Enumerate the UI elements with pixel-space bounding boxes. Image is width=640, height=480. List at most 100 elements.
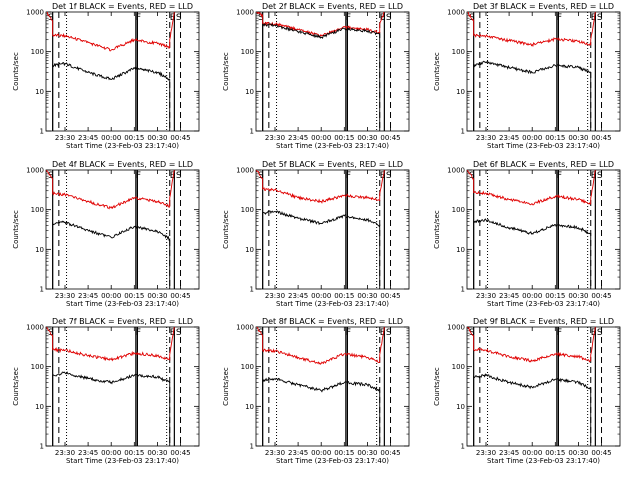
x-axis-label: Start Time (23-Feb-03 23:17:40) — [276, 457, 389, 465]
series-line-events — [262, 377, 381, 446]
x-tick-label: 00:15 — [545, 292, 565, 300]
event-marker-label: E — [170, 171, 176, 181]
x-axis-label: Start Time (23-Feb-03 23:17:40) — [487, 457, 600, 465]
x-tick-label: 00:45 — [591, 449, 611, 457]
x-tick-label: 00:00 — [311, 134, 331, 142]
event-marker-label: F — [346, 13, 351, 23]
event-marker-label: F — [557, 328, 562, 338]
y-tick-label: 1000 — [447, 167, 465, 175]
x-tick-label: 23:45 — [499, 292, 519, 300]
x-tick-label: 23:45 — [499, 449, 519, 457]
event-marker-label: S — [48, 171, 54, 181]
x-tick-label: 23:30 — [265, 449, 285, 457]
series-line-events — [473, 60, 592, 131]
y-tick-label: 1 — [461, 286, 465, 294]
y-tick-label: 100 — [452, 48, 465, 56]
event-marker-label: F — [557, 13, 562, 23]
y-axis-label: Counts/sec — [222, 52, 230, 91]
x-tick-label: 23:45 — [78, 134, 98, 142]
y-tick-label: 10 — [245, 403, 254, 411]
y-tick-label: 100 — [241, 363, 254, 371]
plot-frame — [45, 169, 200, 290]
x-tick-label: 00:45 — [591, 292, 611, 300]
chart-title: Det 1f BLACK = Events, RED = LLD — [52, 2, 193, 11]
event-marker-label: F — [136, 328, 141, 338]
y-tick-label: 1000 — [236, 167, 254, 175]
x-tick-label: 00:45 — [170, 134, 190, 142]
x-tick-label: 00:45 — [591, 134, 611, 142]
x-tick-label: 00:00 — [522, 292, 542, 300]
x-tick-label: 00:45 — [380, 134, 400, 142]
x-tick-label: 00:30 — [357, 134, 377, 142]
y-tick-label: 1000 — [447, 324, 465, 332]
x-tick-label: 00:30 — [147, 292, 167, 300]
y-tick-label: 100 — [31, 48, 44, 56]
x-tick-label: 23:30 — [265, 292, 285, 300]
plot-frame — [466, 11, 621, 132]
y-tick-label: 10 — [245, 88, 254, 96]
event-marker-label: S — [469, 328, 475, 338]
y-tick-label: 1 — [461, 128, 465, 136]
x-tick-label: 00:00 — [311, 292, 331, 300]
series-line-events — [52, 62, 171, 131]
x-tick-label: 00:00 — [522, 134, 542, 142]
chart-panel-5: Det 5f BLACK = Events, RED = LLD 1 10 100 10… — [222, 160, 410, 308]
event-marker-label: F — [346, 328, 351, 338]
series-line-lld — [256, 12, 385, 38]
y-tick-label: 100 — [31, 206, 44, 214]
x-tick-label: 00:15 — [124, 449, 144, 457]
x-tick-label: 23:30 — [55, 449, 75, 457]
y-tick-label: 1 — [250, 443, 254, 451]
event-marker-label: S — [386, 328, 392, 338]
plot-frame — [466, 169, 621, 290]
y-tick-label: 1 — [40, 128, 44, 136]
y-tick-label: 1000 — [26, 9, 44, 17]
event-marker-label: F — [346, 171, 351, 181]
x-tick-label: 00:15 — [334, 292, 354, 300]
y-tick-label: 100 — [241, 48, 254, 56]
chart-title: Det 7f BLACK = Events, RED = LLD — [52, 317, 193, 326]
y-tick-label: 1 — [461, 443, 465, 451]
y-tick-label: 10 — [456, 246, 465, 254]
event-marker-label: S — [386, 171, 392, 181]
x-tick-label: 00:00 — [522, 449, 542, 457]
x-axis-label: Start Time (23-Feb-03 23:17:40) — [276, 142, 389, 150]
y-tick-label: 10 — [456, 403, 465, 411]
x-tick-label: 00:30 — [147, 134, 167, 142]
chart-title: Det 4f BLACK = Events, RED = LLD — [52, 160, 193, 169]
x-tick-label: 00:30 — [147, 449, 167, 457]
plot-frame — [255, 11, 410, 132]
x-axis-label: Start Time (23-Feb-03 23:17:40) — [66, 300, 179, 308]
series-line-events — [52, 220, 171, 289]
x-tick-label: 23:45 — [288, 292, 308, 300]
y-tick-label: 100 — [31, 363, 44, 371]
x-tick-label: 23:45 — [78, 449, 98, 457]
x-tick-label: 00:15 — [334, 134, 354, 142]
plot-frame — [45, 326, 200, 447]
event-marker-label: E — [170, 328, 176, 338]
x-tick-label: 00:00 — [101, 292, 121, 300]
chart-panel-3: Det 3f BLACK = Events, RED = LLD 1 10 100 10… — [433, 2, 621, 150]
x-axis-label: Start Time (23-Feb-03 23:17:40) — [66, 142, 179, 150]
event-marker-label: E — [591, 328, 597, 338]
event-marker-label: F — [136, 171, 141, 181]
x-axis-label: Start Time (23-Feb-03 23:17:40) — [487, 300, 600, 308]
x-tick-label: 00:15 — [334, 449, 354, 457]
x-tick-label: 23:30 — [476, 134, 496, 142]
y-tick-label: 10 — [245, 246, 254, 254]
event-marker-label: F — [136, 13, 141, 23]
chart-title: Det 2f BLACK = Events, RED = LLD — [262, 2, 403, 11]
event-marker-label: S — [258, 13, 264, 23]
y-axis-label: Counts/sec — [433, 52, 441, 91]
chart-title: Det 6f BLACK = Events, RED = LLD — [473, 160, 614, 169]
series-line-lld — [46, 12, 175, 52]
chart-title: Det 9f BLACK = Events, RED = LLD — [473, 317, 614, 326]
y-tick-label: 1000 — [236, 324, 254, 332]
series-line-lld — [256, 170, 385, 204]
x-tick-label: 00:15 — [545, 134, 565, 142]
series-line-lld — [467, 327, 596, 363]
chart-title: Det 3f BLACK = Events, RED = LLD — [473, 2, 614, 11]
event-marker-label: E — [380, 328, 386, 338]
x-tick-label: 00:00 — [311, 449, 331, 457]
